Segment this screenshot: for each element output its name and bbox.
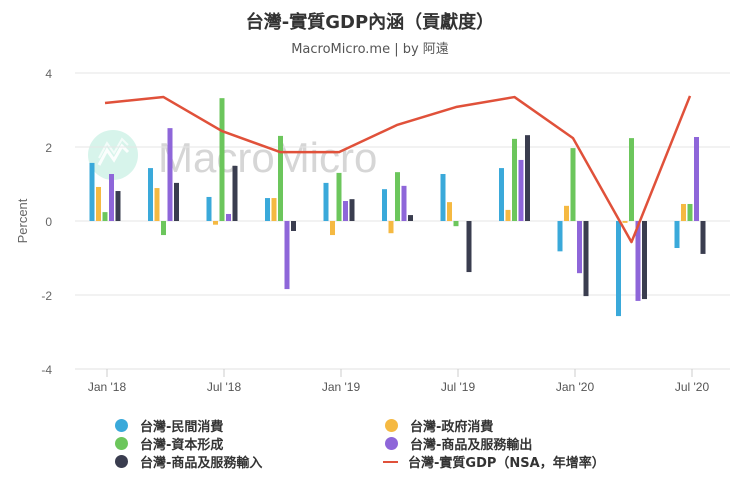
- bar[interactable]: [505, 209, 511, 221]
- bar[interactable]: [577, 221, 582, 274]
- bar-series: [89, 98, 706, 317]
- bar[interactable]: [323, 182, 329, 221]
- legend-label: 台灣-資本形成: [140, 438, 224, 453]
- watermark-text: MacroMicro: [158, 134, 377, 181]
- bar[interactable]: [291, 221, 296, 231]
- line-series: [104, 95, 692, 244]
- bar[interactable]: [330, 221, 335, 236]
- bar[interactable]: [115, 191, 121, 221]
- y-axis-label: Percent: [15, 198, 30, 243]
- bar[interactable]: [213, 221, 218, 225]
- bar[interactable]: [694, 137, 699, 221]
- watermark-logo-icon: [88, 130, 138, 180]
- bar[interactable]: [343, 201, 348, 221]
- bar[interactable]: [453, 221, 459, 227]
- legend-dot-icon: [115, 437, 128, 450]
- chart-title: 台灣-實質GDP內涵（貢獻度）: [245, 12, 495, 33]
- y-tick-label: -4: [41, 363, 52, 377]
- bar[interactable]: [167, 128, 173, 221]
- y-tick-label: 0: [45, 215, 52, 229]
- x-tick-label: Jan '18: [88, 380, 127, 394]
- bar[interactable]: [700, 221, 706, 254]
- legend-label: 台灣-政府消費: [410, 420, 494, 435]
- legend-item-government-consumption[interactable]: 台灣-政府消費: [385, 416, 493, 435]
- bar[interactable]: [265, 198, 270, 221]
- bar[interactable]: [557, 221, 563, 252]
- bar[interactable]: [161, 221, 166, 236]
- bar[interactable]: [408, 215, 413, 221]
- legend-line-icon: [383, 460, 398, 463]
- bar[interactable]: [570, 148, 576, 221]
- bar[interactable]: [349, 199, 355, 221]
- bar[interactable]: [642, 221, 647, 300]
- bar[interactable]: [674, 221, 680, 249]
- bar[interactable]: [388, 221, 394, 234]
- bar[interactable]: [271, 198, 277, 221]
- bar[interactable]: [148, 168, 153, 221]
- y-axis: 4 2 0 -2 -4 Percent: [15, 67, 52, 377]
- legend-item-private-consumption[interactable]: 台灣-民間消費: [115, 416, 223, 435]
- chart-subtitle: MacroMicro.me | by 阿遠: [291, 42, 449, 57]
- bar[interactable]: [564, 205, 569, 221]
- y-tick-label: 4: [45, 67, 52, 81]
- bar[interactable]: [687, 203, 693, 221]
- bar[interactable]: [525, 135, 530, 221]
- bar[interactable]: [102, 212, 108, 221]
- x-axis: Jan '18 Jul '18 Jan '19 Jul '19 Jan '20 Jul '…: [75, 368, 730, 394]
- x-tick-label: Jul '18: [207, 380, 242, 394]
- legend-label: 台灣-民間消費: [140, 420, 224, 435]
- bar[interactable]: [206, 196, 212, 221]
- bar[interactable]: [629, 138, 634, 221]
- bar[interactable]: [447, 202, 452, 221]
- bar[interactable]: [440, 174, 446, 221]
- legend-item-capital-formation[interactable]: 台灣-資本形成: [115, 434, 223, 453]
- x-tick-label: Jan '19: [322, 380, 361, 394]
- bar[interactable]: [635, 221, 641, 301]
- bar[interactable]: [154, 188, 160, 221]
- legend-label: 台灣-實質GDP（NSA，年增率）: [408, 456, 605, 471]
- bar[interactable]: [681, 203, 686, 221]
- bar[interactable]: [499, 168, 504, 221]
- bar[interactable]: [89, 162, 95, 221]
- bar[interactable]: [284, 221, 290, 290]
- bar[interactable]: [395, 172, 400, 221]
- legend-dot-icon: [385, 437, 398, 450]
- bar[interactable]: [616, 221, 621, 317]
- x-tick-label: Jan '20: [556, 380, 595, 394]
- legend-label: 台灣-商品及服務輸入: [140, 456, 263, 471]
- bar[interactable]: [466, 221, 472, 273]
- bar[interactable]: [401, 185, 407, 221]
- y-tick-label: -2: [41, 289, 52, 303]
- bar[interactable]: [382, 189, 387, 221]
- legend-label: 台灣-商品及服務輸出: [410, 438, 533, 453]
- bar[interactable]: [278, 135, 283, 221]
- legend-item-imports[interactable]: 台灣-商品及服務輸入: [115, 452, 262, 471]
- x-tick-label: Jul '19: [441, 380, 476, 394]
- legend-item-real-gdp[interactable]: 台灣-實質GDP（NSA，年增率）: [383, 452, 605, 471]
- bar[interactable]: [96, 186, 101, 221]
- legend-dot-icon: [385, 419, 398, 432]
- x-tick-label: Jul '20: [675, 380, 710, 394]
- legend-item-exports[interactable]: 台灣-商品及服務輸出: [385, 434, 532, 453]
- bar[interactable]: [109, 174, 114, 221]
- bar[interactable]: [232, 165, 238, 221]
- chart-plot: MacroMicro 4 2 0 -2 -4 Percent Jan '18 Jul '18…: [15, 67, 730, 394]
- bar[interactable]: [583, 221, 589, 297]
- bar[interactable]: [336, 172, 342, 221]
- bar[interactable]: [518, 159, 524, 221]
- legend-dot-icon: [115, 419, 128, 432]
- bar[interactable]: [219, 98, 225, 221]
- bar[interactable]: [512, 138, 517, 221]
- legend-dot-icon: [115, 455, 128, 468]
- bar[interactable]: [622, 221, 628, 223]
- y-tick-label: 2: [45, 141, 52, 155]
- bar[interactable]: [226, 213, 231, 221]
- gdp-line[interactable]: [104, 95, 692, 244]
- bar[interactable]: [174, 182, 179, 221]
